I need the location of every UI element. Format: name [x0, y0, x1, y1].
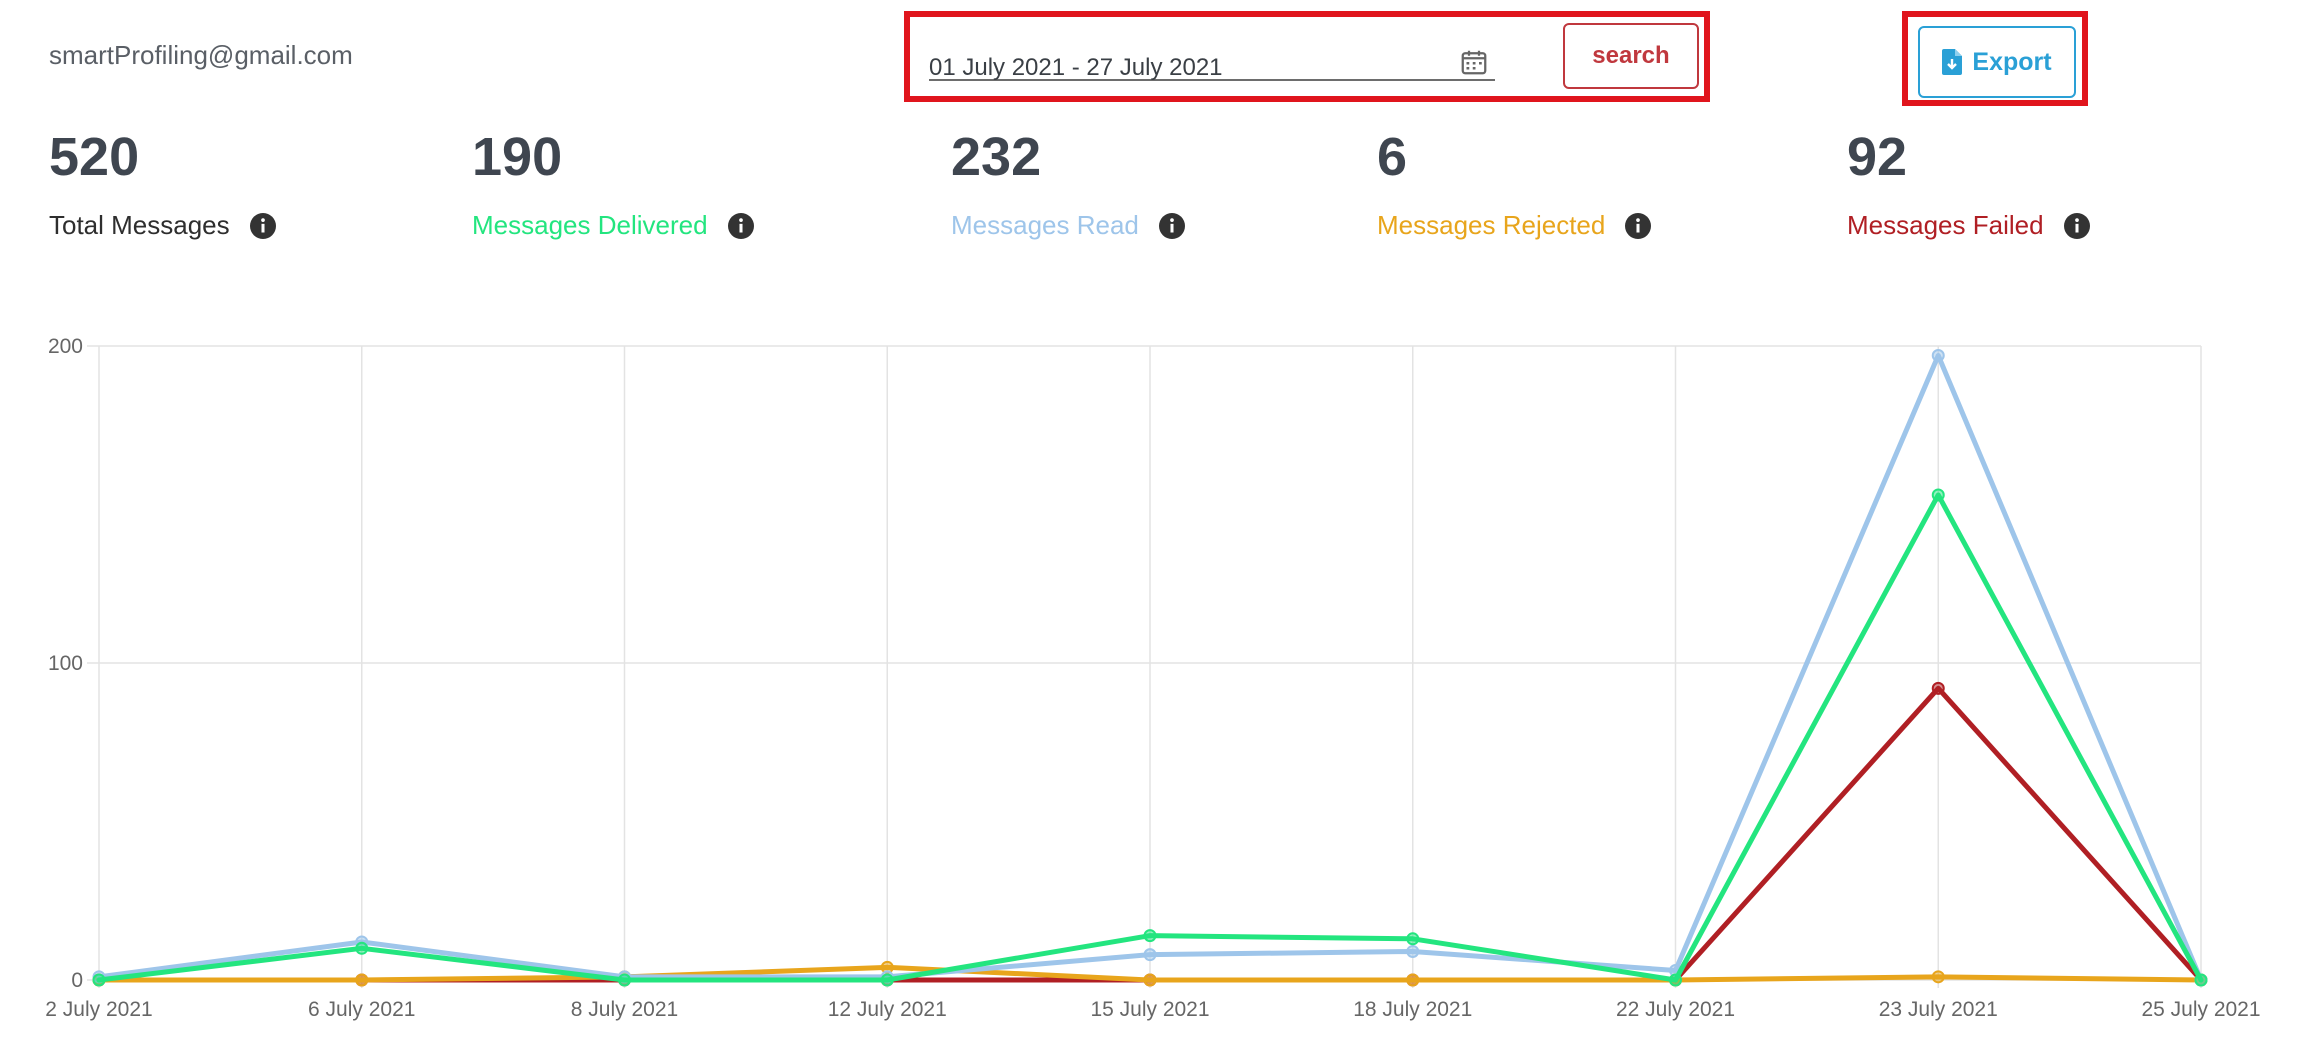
x-tick-label: 18 July 2021	[1353, 998, 1472, 1021]
file-download-icon	[1942, 49, 1963, 75]
y-tick-label: 0	[71, 969, 83, 992]
data-point	[880, 973, 894, 987]
x-tick-label: 2 July 2021	[45, 998, 152, 1021]
data-point	[1931, 681, 1945, 695]
info-icon[interactable]	[249, 212, 276, 239]
date-range-section: 01 July 2021 - 27 July 2021 search	[904, 11, 1710, 102]
info-icon[interactable]	[1158, 212, 1185, 239]
stat-value: 92	[1847, 127, 1908, 187]
data-point	[1669, 973, 1682, 987]
stat-value: 190	[472, 127, 563, 187]
data-point	[1931, 349, 1945, 363]
stat-messages-delivered: 190 Messages Delivered	[472, 130, 754, 241]
stat-label: Messages Failed	[1847, 210, 2044, 240]
data-point	[92, 973, 106, 987]
data-point	[1406, 973, 1420, 987]
x-tick-label: 22 July 2021	[1616, 998, 1735, 1021]
info-icon[interactable]	[1625, 212, 1652, 239]
x-tick-label: 15 July 2021	[1090, 998, 1209, 1021]
stat-messages-failed: 92 Messages Failed	[1847, 130, 2090, 241]
export-label: Export	[1972, 47, 2052, 76]
account-email: smartProfiling@gmail.com	[49, 40, 353, 70]
export-button[interactable]: Export	[1918, 26, 2076, 98]
info-icon[interactable]	[2063, 212, 2090, 239]
info-icon[interactable]	[727, 212, 754, 239]
data-point	[355, 941, 369, 955]
stat-value: 6	[1377, 127, 1408, 187]
calendar-icon[interactable]	[1459, 47, 1489, 77]
y-tick-label: 200	[48, 335, 83, 358]
data-point	[355, 973, 369, 987]
stat-total-messages: 520 Total Messages	[49, 130, 276, 241]
x-tick-label: 8 July 2021	[571, 998, 678, 1021]
stat-label: Total Messages	[49, 210, 230, 240]
stat-label: Messages Delivered	[472, 210, 708, 240]
stat-messages-rejected: 6 Messages Rejected	[1377, 127, 1652, 241]
x-tick-label: 12 July 2021	[828, 998, 947, 1021]
y-tick-label: 100	[48, 652, 83, 675]
stat-label: Messages Rejected	[1377, 210, 1606, 240]
search-button[interactable]: search	[1563, 23, 1699, 89]
stat-label: Messages Read	[951, 210, 1139, 240]
data-point	[1406, 944, 1420, 958]
date-range-value: 01 July 2021 - 27 July 2021	[929, 54, 1223, 81]
messages-line-chart: 0 100 200 2 July 2021 6 July 2021 8 July 2021…	[45, 335, 2260, 1021]
stat-value: 520	[49, 127, 140, 187]
data-point	[1931, 488, 1945, 502]
data-point	[618, 973, 631, 987]
data-point	[1143, 929, 1157, 943]
data-point	[1143, 948, 1157, 962]
x-tick-label: 23 July 2021	[1879, 998, 1998, 1021]
x-tick-label: 6 July 2021	[308, 998, 415, 1021]
stat-messages-read: 232 Messages Read	[951, 130, 1185, 241]
data-point	[1931, 970, 1945, 984]
export-section: Export	[1902, 11, 2088, 106]
x-tick-label: 25 July 2021	[2141, 998, 2260, 1021]
date-range-input[interactable]: 01 July 2021 - 27 July 2021	[929, 39, 1495, 81]
data-point	[1143, 973, 1157, 987]
data-point	[1406, 932, 1420, 946]
stat-value: 232	[951, 127, 1042, 187]
data-point	[2194, 973, 2208, 987]
